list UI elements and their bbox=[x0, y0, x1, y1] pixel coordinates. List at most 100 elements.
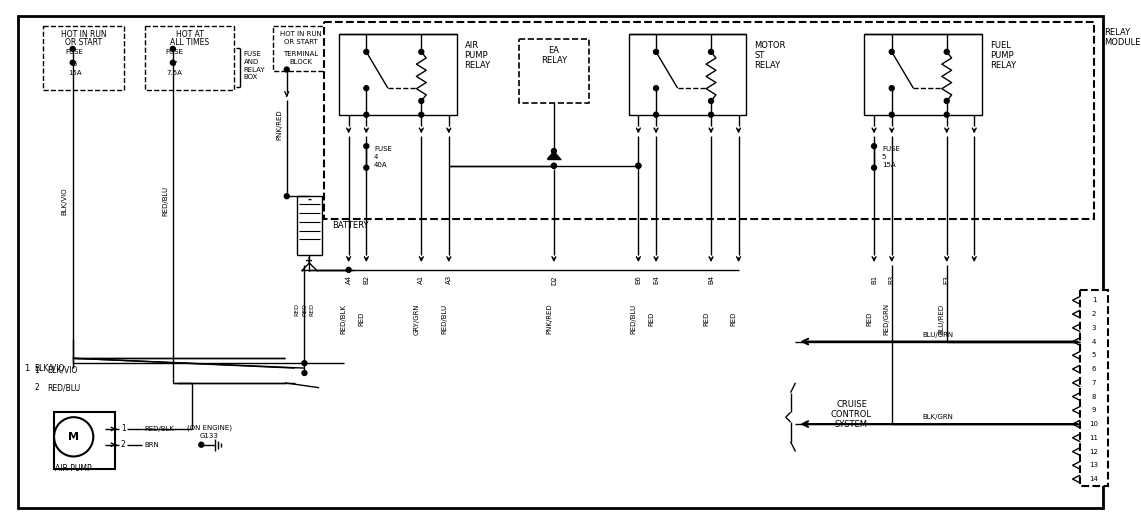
Text: RELAY: RELAY bbox=[243, 66, 265, 73]
Text: 13: 13 bbox=[1090, 462, 1099, 468]
Text: 7.5A: 7.5A bbox=[167, 70, 183, 76]
Text: 9: 9 bbox=[1092, 407, 1097, 413]
Circle shape bbox=[199, 442, 204, 447]
Text: RED: RED bbox=[730, 312, 737, 326]
Text: BLU/GRN: BLU/GRN bbox=[922, 332, 954, 338]
Text: RELAY: RELAY bbox=[1103, 28, 1130, 37]
Text: RELAY: RELAY bbox=[464, 61, 491, 70]
Text: 5: 5 bbox=[1092, 352, 1097, 358]
Text: BLU/RED: BLU/RED bbox=[939, 304, 945, 334]
Circle shape bbox=[170, 60, 176, 65]
Circle shape bbox=[419, 98, 423, 104]
Text: 1: 1 bbox=[121, 424, 126, 433]
Text: FUSE: FUSE bbox=[243, 51, 261, 57]
Circle shape bbox=[71, 46, 75, 52]
Circle shape bbox=[889, 49, 895, 54]
Circle shape bbox=[654, 49, 658, 54]
Text: B1: B1 bbox=[871, 275, 877, 285]
Text: BLK/VIO: BLK/VIO bbox=[47, 366, 78, 375]
Text: PNK/RED: PNK/RED bbox=[276, 109, 282, 140]
Text: HOT IN RUN: HOT IN RUN bbox=[280, 31, 322, 37]
Text: BRN: BRN bbox=[145, 442, 159, 448]
Bar bbox=[339, 34, 456, 115]
Text: E6: E6 bbox=[636, 275, 641, 284]
Circle shape bbox=[551, 148, 557, 154]
Text: FUEL: FUEL bbox=[990, 42, 1011, 50]
Circle shape bbox=[872, 165, 876, 170]
Text: A4: A4 bbox=[346, 275, 351, 284]
Text: 7: 7 bbox=[1092, 380, 1097, 386]
Circle shape bbox=[71, 60, 75, 65]
Text: -: - bbox=[307, 195, 311, 205]
Text: RELAY: RELAY bbox=[990, 61, 1017, 70]
Circle shape bbox=[419, 112, 423, 117]
Text: 1: 1 bbox=[34, 366, 39, 375]
Bar bbox=[273, 26, 327, 70]
Text: FUSE: FUSE bbox=[66, 49, 83, 55]
Text: 6: 6 bbox=[1092, 366, 1097, 372]
Text: RED/BLU: RED/BLU bbox=[631, 304, 637, 334]
Text: AIR: AIR bbox=[464, 42, 479, 50]
Text: B2: B2 bbox=[363, 275, 370, 284]
Text: G133: G133 bbox=[200, 433, 219, 439]
Text: RED/BLU: RED/BLU bbox=[162, 186, 168, 216]
Text: PUMP: PUMP bbox=[990, 51, 1013, 60]
Text: 10: 10 bbox=[1090, 421, 1099, 427]
Bar bbox=[297, 196, 322, 255]
Text: BLK/GRN: BLK/GRN bbox=[922, 414, 954, 420]
Bar bbox=[54, 412, 115, 469]
Text: (ON ENGINE): (ON ENGINE) bbox=[187, 424, 232, 431]
Circle shape bbox=[364, 49, 369, 54]
Circle shape bbox=[654, 112, 658, 117]
Text: 4: 4 bbox=[1092, 339, 1097, 345]
Bar bbox=[145, 26, 234, 90]
Text: E4: E4 bbox=[653, 275, 659, 284]
Text: I7: I7 bbox=[171, 60, 178, 67]
Text: 2: 2 bbox=[1092, 311, 1097, 317]
Text: FUSE: FUSE bbox=[165, 49, 184, 55]
Text: CONTROL: CONTROL bbox=[831, 410, 872, 419]
Text: SYSTEM: SYSTEM bbox=[835, 420, 868, 429]
Text: BATTERY: BATTERY bbox=[332, 221, 369, 230]
Text: B4: B4 bbox=[709, 275, 714, 284]
Text: BLOCK: BLOCK bbox=[289, 59, 311, 65]
Text: OR START: OR START bbox=[65, 37, 102, 46]
Text: 4: 4 bbox=[374, 154, 379, 160]
Text: RED/BLK: RED/BLK bbox=[341, 304, 347, 334]
Text: 8: 8 bbox=[1092, 393, 1097, 400]
Circle shape bbox=[709, 49, 713, 54]
Text: RED: RED bbox=[358, 312, 364, 326]
Bar bbox=[629, 34, 746, 115]
Text: BOX: BOX bbox=[243, 74, 258, 80]
Circle shape bbox=[709, 112, 713, 117]
Text: E3: E3 bbox=[944, 275, 949, 284]
Text: MODULE: MODULE bbox=[1103, 37, 1140, 46]
Circle shape bbox=[302, 361, 307, 366]
Text: RED: RED bbox=[866, 312, 872, 326]
Text: 15A: 15A bbox=[882, 162, 896, 168]
Text: I5: I5 bbox=[72, 60, 78, 67]
Circle shape bbox=[364, 165, 369, 170]
Text: RED: RED bbox=[703, 312, 709, 326]
Text: RED/BLU: RED/BLU bbox=[47, 383, 80, 392]
Circle shape bbox=[654, 86, 658, 90]
Text: +: + bbox=[306, 256, 314, 266]
Text: GRY/GRN: GRY/GRN bbox=[413, 303, 420, 335]
Text: AIR PUMP: AIR PUMP bbox=[56, 464, 92, 473]
Text: 2: 2 bbox=[34, 383, 39, 392]
Text: EA: EA bbox=[549, 46, 559, 55]
Circle shape bbox=[551, 163, 557, 168]
Text: 5: 5 bbox=[882, 154, 887, 160]
Text: RED: RED bbox=[648, 312, 654, 326]
Text: BLK/VIO: BLK/VIO bbox=[34, 363, 65, 372]
Text: ALL TIMES: ALL TIMES bbox=[170, 37, 209, 46]
Text: 12: 12 bbox=[1090, 449, 1099, 454]
Text: 14: 14 bbox=[1090, 476, 1099, 482]
Text: PNK/RED: PNK/RED bbox=[547, 304, 552, 335]
Text: ST: ST bbox=[754, 51, 764, 60]
Text: HOT AT: HOT AT bbox=[176, 29, 203, 39]
Text: AND: AND bbox=[243, 59, 259, 65]
Text: 2: 2 bbox=[121, 440, 126, 449]
Circle shape bbox=[302, 370, 307, 376]
Circle shape bbox=[889, 112, 895, 117]
